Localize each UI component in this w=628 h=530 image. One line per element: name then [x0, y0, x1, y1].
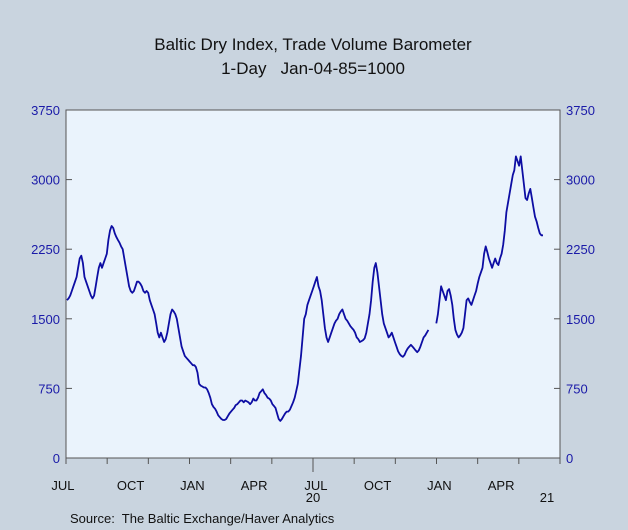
x-tick-label-1: OCT [117, 478, 145, 493]
y-axis-right: 3750 3000 2250 1500 750 0 [554, 103, 595, 466]
y-tick-label-right-1: 3000 [566, 173, 595, 188]
year-label-21: 21 [540, 490, 554, 505]
x-tick-label-4: JUL [304, 478, 327, 493]
source-note: Source: The Baltic Exchange/Haver Analyt… [70, 511, 335, 526]
y-tick-label-left-2: 2250 [31, 242, 60, 257]
x-tick-label-6: JAN [427, 478, 452, 493]
y-tick-label-left-4: 750 [38, 381, 60, 396]
chart-title: Baltic Dry Index, Trade Volume Barometer [154, 35, 472, 54]
y-axis-left: 3750 3000 2250 1500 750 0 [31, 103, 72, 466]
y-tick-label-right-4: 750 [566, 381, 588, 396]
y-tick-label-left-3: 1500 [31, 312, 60, 327]
x-tick-label-0: JUL [51, 478, 74, 493]
x-tick-label-2: JAN [180, 478, 205, 493]
y-tick-label-left-1: 3000 [31, 173, 60, 188]
series-path-0 [66, 155, 543, 422]
x-tick-label-3: APR [241, 478, 268, 493]
chart-subtitle: 1-Day Jan-04-85=1000 [221, 59, 405, 78]
x-axis: JUL OCT JAN APR JUL OCT JAN APR [51, 458, 561, 493]
y-tick-label-right-0: 3750 [566, 103, 595, 118]
year-label-20: 20 [306, 490, 320, 505]
series-line [66, 155, 543, 422]
y-tick-label-right-5: 0 [566, 451, 573, 466]
x-tick-label-7: APR [488, 478, 515, 493]
y-tick-label-left-0: 3750 [31, 103, 60, 118]
y-tick-label-right-3: 1500 [566, 312, 595, 327]
x-tick-label-5: OCT [364, 478, 392, 493]
y-tick-label-left-5: 0 [53, 451, 60, 466]
y-tick-label-right-2: 2250 [566, 242, 595, 257]
